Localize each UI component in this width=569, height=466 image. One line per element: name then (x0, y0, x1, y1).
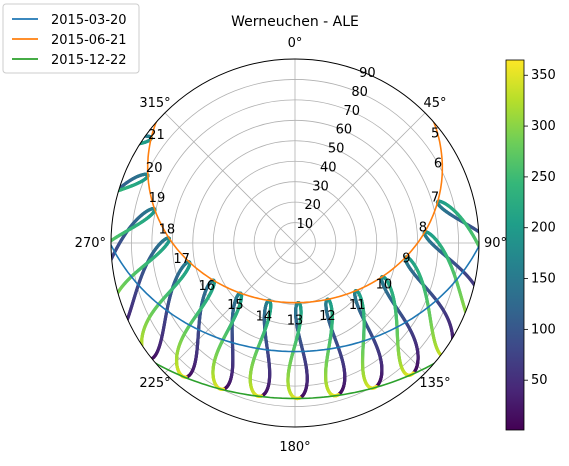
analemma-segment-hour-18 (103, 205, 104, 206)
analemma-segment-hour-17 (92, 257, 93, 258)
analemma-segment-hour-17 (90, 259, 91, 260)
analemma-segment-hour-5 (501, 251, 502, 252)
angular-gridline (164, 112, 296, 244)
analemma-segment-hour-18 (85, 230, 86, 231)
analemma-segment-hour-18 (113, 189, 118, 194)
analemma-segment-hour-18 (99, 210, 100, 211)
analemma-segment-hour-18 (92, 219, 93, 220)
analemma-segment-hour-18 (111, 195, 113, 200)
analemma-segment-hour-17 (96, 252, 97, 253)
analemma-segment-hour-18 (92, 220, 93, 221)
analemma-segment-hour-17 (107, 243, 108, 244)
analemma-segment-hour-17 (95, 254, 96, 255)
analemma-segment-hour-18 (83, 234, 84, 235)
analemma-segment-hour-6 (473, 283, 477, 288)
analemma-segment-hour-5 (482, 234, 483, 235)
analemma-segment-hour-18 (96, 214, 97, 215)
analemma-segment-hour-18 (111, 195, 112, 200)
polar-grid (111, 59, 479, 427)
analemma-segment-hour-18 (86, 229, 87, 230)
analemma-segment-hour-17 (96, 253, 97, 254)
analemma-segment-hour-5 (477, 230, 479, 235)
analemma-segment-hour-18 (96, 213, 97, 214)
analemma-segment-hour-18 (88, 226, 89, 227)
analemma-segment-hour-18 (105, 202, 106, 203)
analemma-segment-hour-18 (114, 189, 119, 194)
analemma-segment-hour-18 (107, 201, 108, 202)
analemma-segment-hour-17 (108, 243, 109, 244)
analemma-segment-hour-17 (106, 244, 107, 245)
analemma-segment-hour-17 (89, 261, 90, 262)
analemma-segment-hour-18 (112, 191, 117, 196)
analemma-segment-hour-5 (502, 253, 503, 254)
analemma-segment-hour-18 (113, 190, 118, 195)
analemma-segment-hour-18 (101, 207, 102, 208)
analemma-segment-hour-18 (104, 203, 105, 204)
analemma-segment-hour-17 (98, 251, 99, 252)
analemma-traces (83, 59, 506, 401)
analemma-segment-hour-17 (93, 256, 94, 257)
analemma-segment-hour-5 (501, 252, 502, 253)
analemma-segment-hour-18 (106, 202, 107, 203)
analemma-segment-hour-17 (90, 260, 91, 261)
analemma-segment-hour-5 (482, 234, 483, 235)
analemma-segment-hour-17 (91, 258, 92, 259)
analemma-segment-hour-17 (91, 259, 92, 260)
analemma-segment-hour-18 (101, 208, 102, 209)
analemma-segment-hour-18 (85, 231, 86, 232)
analemma-segment-hour-18 (90, 222, 91, 223)
analemma-segment-hour-18 (98, 211, 99, 212)
analemma-segment-hour-17 (108, 242, 109, 243)
analemma-segment-hour-18 (94, 216, 95, 217)
analemma-segment-hour-5 (504, 256, 505, 257)
chart-title: Werneuchen - ALE (231, 14, 359, 30)
analemma-segment-hour-17 (93, 256, 94, 257)
analemma-segment-hour-18 (84, 232, 85, 233)
angular-gridline (294, 112, 426, 244)
angular-gridline (164, 242, 296, 374)
analemma-segment-hour-18 (100, 209, 101, 210)
analemma-segment-hour-18 (87, 227, 88, 228)
analemma-segment-hour-18 (108, 199, 109, 200)
analemma-segment-hour-18 (111, 194, 114, 199)
analemma-segment-hour-18 (116, 187, 120, 192)
analemma-segment-hour-17 (94, 254, 95, 255)
analemma-segment-hour-18 (111, 196, 112, 201)
analemma-segment-hour-18 (93, 218, 94, 219)
analemma-segment-hour-18 (107, 200, 108, 201)
analemma-segment-hour-18 (115, 188, 120, 193)
analemma-segment-hour-17 (111, 239, 112, 244)
analemma-segment-hour-17 (97, 252, 98, 253)
analemma-segment-hour-18 (88, 225, 89, 226)
analemma-segment-hour-17 (89, 262, 90, 263)
analemma-segment-hour-5 (502, 254, 503, 255)
analemma-segment-hour-18 (111, 192, 115, 197)
analemma-segment-hour-5 (504, 255, 505, 256)
analemma-segment-hour-18 (91, 221, 92, 222)
analemma-segment-hour-17 (111, 239, 113, 244)
analemma-segment-hour-18 (86, 228, 87, 229)
analemma-segment-hour-5 (481, 233, 482, 234)
analemma-segment-hour-18 (111, 193, 115, 198)
analemma-segment-hour-18 (89, 224, 90, 225)
analemma-segment-hour-17 (88, 262, 89, 263)
analemma-segment-hour-18 (95, 215, 96, 216)
analemma-segment-hour-17 (94, 255, 95, 256)
analemma-segment-hour-18 (102, 206, 103, 207)
analemma-segment-hour-18 (98, 211, 99, 212)
analemma-segment-hour-5 (505, 257, 506, 258)
analemma-segment-hour-18 (83, 233, 84, 234)
analemma-segment-hour-18 (111, 191, 116, 196)
analemma-segment-hour-18 (94, 217, 95, 218)
analemma-segment-hour-18 (90, 223, 91, 224)
analemma-segment-hour-18 (97, 212, 98, 213)
analemma-segment-hour-5 (478, 231, 479, 235)
analemma-segment-hour-5 (503, 254, 504, 255)
analemma-segment-hour-18 (104, 204, 105, 205)
